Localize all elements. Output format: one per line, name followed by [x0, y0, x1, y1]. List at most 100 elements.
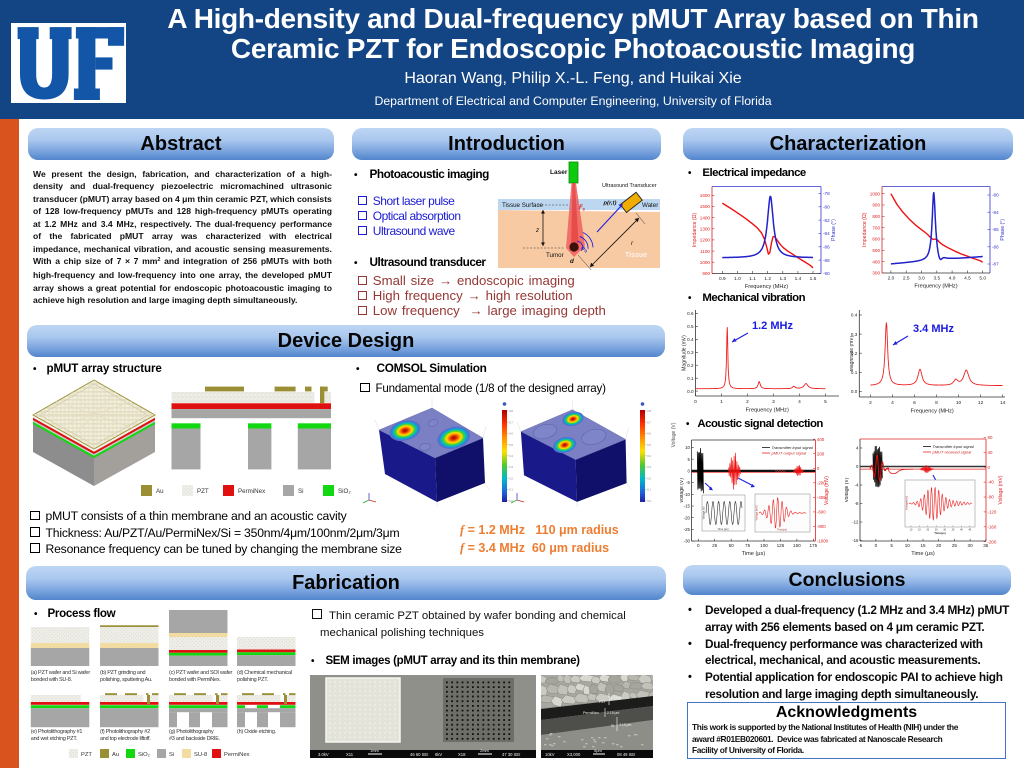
svg-text:-120: -120 — [988, 510, 997, 515]
svg-text:PZT: PZT — [81, 752, 92, 758]
svg-text:Transmitter input signal: Transmitter input signal — [772, 445, 813, 450]
svg-text:Laser: Laser — [550, 169, 568, 176]
svg-text:25: 25 — [952, 543, 958, 548]
svg-text:0.6: 0.6 — [687, 311, 694, 316]
svg-text:-30: -30 — [684, 539, 691, 544]
svg-text:0.1: 0.1 — [851, 370, 858, 375]
svg-text:X11: X11 — [346, 752, 354, 757]
svg-text:0.5: 0.5 — [687, 324, 694, 329]
svg-text:0.1: 0.1 — [687, 376, 694, 381]
svg-text:150: 150 — [793, 543, 801, 548]
svg-text:Au: Au — [112, 752, 119, 758]
svg-text:Transmitter input signal: Transmitter input signal — [933, 444, 974, 449]
svg-text:1.4: 1.4 — [795, 276, 802, 282]
svg-text:200: 200 — [817, 451, 825, 456]
svg-text:0.0: 0.0 — [509, 499, 513, 503]
svg-text:SiO₂: SiO₂ — [338, 488, 351, 495]
svg-text:z: z — [535, 227, 540, 234]
svg-text:35: 35 — [983, 543, 989, 548]
svg-text:175: 175 — [809, 543, 817, 548]
svg-text:1400: 1400 — [700, 215, 711, 220]
svg-text:1000: 1000 — [700, 260, 711, 265]
svg-text:0.7: 0.7 — [509, 420, 513, 424]
svg-text:0.4: 0.4 — [687, 337, 694, 342]
svg-text:Voltage (mV): Voltage (mV) — [824, 476, 830, 505]
svg-text:1500: 1500 — [700, 204, 711, 209]
svg-text:Impedance (Ω): Impedance (Ω) — [692, 213, 698, 248]
svg-text:pMUT output signal: pMUT output signal — [771, 451, 807, 456]
svg-text:PermiNex: PermiNex — [238, 488, 266, 495]
svg-text:14: 14 — [1000, 400, 1006, 406]
svg-text:900: 900 — [872, 203, 880, 208]
svg-text:0.9: 0.9 — [719, 276, 726, 282]
svg-text:10: 10 — [910, 528, 913, 531]
svg-text:Au: Au — [156, 488, 164, 495]
svg-text:5: 5 — [688, 457, 691, 462]
svg-text:1.3: 1.3 — [779, 276, 786, 282]
svg-text:50: 50 — [729, 543, 735, 548]
svg-text:SU-8: SU-8 — [194, 752, 207, 758]
svg-text:Si: Si — [611, 724, 614, 728]
svg-text:4.0: 4.0 — [949, 276, 956, 282]
svg-text:Voltage (V): Voltage (V) — [671, 422, 677, 447]
svg-text:Frequency (MHz): Frequency (MHz) — [911, 409, 954, 415]
svg-text:X3,000: X3,000 — [567, 752, 581, 757]
svg-text:-200: -200 — [817, 480, 826, 485]
svg-text:0: 0 — [688, 469, 691, 474]
svg-text:3.15 μm: 3.15 μm — [619, 723, 631, 727]
svg-text:Frequency (MHz): Frequency (MHz) — [745, 284, 788, 290]
svg-text:25: 25 — [712, 543, 718, 548]
svg-text:-87: -87 — [992, 262, 999, 267]
svg-text:6: 6 — [913, 400, 916, 406]
svg-text:-400: -400 — [817, 495, 826, 500]
svg-text:5.0: 5.0 — [979, 276, 986, 282]
svg-text:Frequency (MHz): Frequency (MHz) — [914, 284, 957, 290]
svg-text:Ultrasound Transducer: Ultrasound Transducer — [602, 183, 657, 189]
svg-text:0.7: 0.7 — [647, 420, 651, 424]
svg-text:5: 5 — [890, 543, 893, 548]
svg-text:0.1: 0.1 — [647, 488, 651, 492]
svg-text:2.15 μm: 2.15 μm — [607, 711, 619, 715]
svg-text:12: 12 — [978, 400, 984, 406]
svg-text:0: 0 — [988, 465, 991, 470]
svg-text:700: 700 — [872, 225, 880, 230]
svg-text:0.0: 0.0 — [647, 499, 651, 503]
svg-text:4: 4 — [891, 400, 894, 406]
svg-text:X18: X18 — [458, 752, 466, 757]
svg-text:-4: -4 — [855, 483, 859, 488]
svg-text:Si: Si — [169, 752, 174, 758]
svg-text:3.5: 3.5 — [933, 276, 940, 282]
svg-text:0.8: 0.8 — [509, 409, 513, 413]
svg-text:SiO₂: SiO₂ — [138, 752, 150, 758]
svg-text:-86: -86 — [823, 244, 830, 249]
svg-text:Phase (°): Phase (°) — [831, 219, 837, 241]
svg-text:-82: -82 — [823, 218, 830, 223]
svg-text:P: P — [581, 247, 585, 253]
svg-text:-15: -15 — [684, 504, 691, 509]
svg-text:0.5: 0.5 — [509, 443, 513, 447]
svg-text:0.3: 0.3 — [647, 465, 651, 469]
svg-text:40: 40 — [960, 528, 963, 531]
svg-text:Voltage(mV): Voltage(mV) — [904, 496, 908, 510]
svg-text:-80: -80 — [823, 205, 830, 210]
svg-text:0: 0 — [817, 466, 820, 471]
svg-text:900: 900 — [702, 271, 710, 276]
svg-text:s: s — [583, 207, 586, 212]
svg-text:46 60 SEI: 46 60 SEI — [410, 752, 428, 757]
svg-text:15: 15 — [920, 543, 926, 548]
svg-text:-80: -80 — [988, 495, 995, 500]
svg-text:p(r,t): p(r,t) — [603, 201, 617, 207]
svg-text:0.8: 0.8 — [647, 409, 651, 413]
svg-text:0.6: 0.6 — [509, 432, 513, 436]
svg-text:Magnitude (mV): Magnitude (mV) — [850, 335, 855, 371]
svg-text:Voltage (V): Voltage (V) — [845, 477, 850, 502]
svg-text:0: 0 — [585, 249, 588, 254]
svg-text:Time (μs): Time (μs) — [718, 527, 729, 531]
svg-text:1300: 1300 — [700, 226, 711, 231]
svg-text:-25: -25 — [684, 527, 691, 532]
svg-text:0.3: 0.3 — [687, 350, 694, 355]
svg-text:PZT: PZT — [197, 488, 209, 495]
svg-text:45: 45 — [968, 528, 971, 531]
svg-text:2: 2 — [869, 400, 872, 406]
svg-text:1.2: 1.2 — [764, 276, 771, 282]
